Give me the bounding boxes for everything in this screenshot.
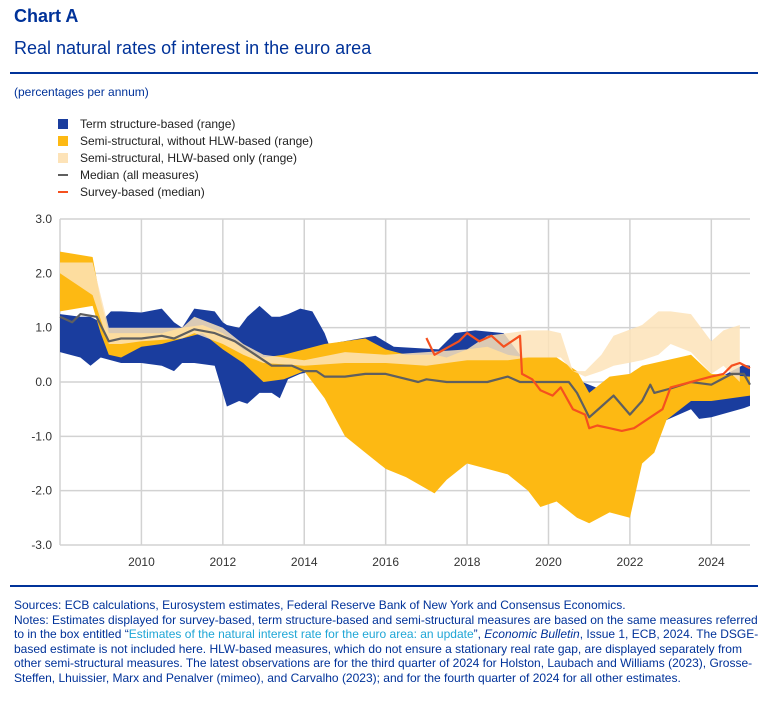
unit-label: (percentages per annum) bbox=[14, 85, 149, 99]
sources-text: Sources: ECB calculations, Eurosystem es… bbox=[14, 598, 626, 612]
notes-text: Notes: Estimates displayed for survey-ba… bbox=[14, 613, 759, 686]
legend-label: Median (all measures) bbox=[80, 167, 199, 182]
box-link[interactable]: Estimates of the natural interest rate f… bbox=[128, 627, 474, 642]
legend-item-survey: Survey-based (median) bbox=[58, 183, 313, 200]
x-tick-label: 2012 bbox=[209, 555, 236, 569]
x-tick-label: 2022 bbox=[617, 555, 644, 569]
legend-swatch bbox=[58, 119, 68, 130]
x-tick-label: 2010 bbox=[128, 555, 155, 569]
hlw-band bbox=[60, 262, 740, 382]
footer-divider bbox=[10, 585, 758, 587]
x-tick-label: 2020 bbox=[535, 555, 562, 569]
title-divider bbox=[10, 72, 758, 74]
legend-item-semi-structural: Semi-structural, without HLW-based (rang… bbox=[58, 133, 313, 150]
legend-item-term-structure: Term structure-based (range) bbox=[58, 116, 313, 133]
y-tick-label: 1.0 bbox=[35, 321, 52, 335]
legend-swatch bbox=[58, 136, 68, 147]
legend-label: Survey-based (median) bbox=[80, 184, 205, 199]
legend-swatch bbox=[58, 152, 68, 163]
chart-plot: 3.0 2.0 1.0 0.0 -1.0 -2.0 -3.0 2010 2012 2014 2016… bbox=[31, 212, 751, 569]
semi-structural-band bbox=[60, 251, 750, 524]
legend-label: Semi-structural, HLW-based only (range) bbox=[80, 150, 297, 165]
y-tick-label: -2.0 bbox=[31, 484, 52, 498]
publication-name: Economic Bulletin bbox=[484, 627, 580, 642]
chart-subtitle: Real natural rates of interest in the eu… bbox=[14, 38, 372, 58]
survey-line bbox=[425, 332, 751, 432]
y-tick-label: -1.0 bbox=[31, 429, 52, 443]
notes-part: Notes: Estimates displayed for survey-ba… bbox=[14, 612, 758, 642]
median-line bbox=[59, 313, 751, 419]
y-tick-label: 3.0 bbox=[35, 212, 52, 226]
y-tick-label: 0.0 bbox=[35, 375, 52, 389]
y-tick-label: -3.0 bbox=[31, 538, 52, 552]
legend-line bbox=[58, 173, 68, 176]
legend: Term structure-based (range) Semi-struct… bbox=[58, 116, 313, 200]
notes-part: ”, bbox=[473, 627, 485, 642]
notes-part: , Issue 1, ECB, 2024. The DSGE-based est… bbox=[14, 627, 759, 685]
y-tick-label: 2.0 bbox=[35, 266, 52, 280]
legend-item-median: Median (all measures) bbox=[58, 166, 313, 183]
notes: Sources: ECB calculations, Eurosystem es… bbox=[14, 598, 759, 686]
chart-title: Chart A bbox=[14, 6, 79, 26]
legend-item-hlw: Semi-structural, HLW-based only (range) bbox=[58, 150, 313, 167]
legend-label: Term structure-based (range) bbox=[80, 117, 236, 132]
x-tick-label: 2018 bbox=[454, 555, 481, 569]
x-tick-label: 2024 bbox=[698, 555, 725, 569]
legend-line bbox=[58, 190, 68, 193]
x-tick-label: 2016 bbox=[372, 555, 399, 569]
x-tick-label: 2014 bbox=[291, 555, 318, 569]
legend-label: Semi-structural, without HLW-based (rang… bbox=[80, 134, 313, 149]
